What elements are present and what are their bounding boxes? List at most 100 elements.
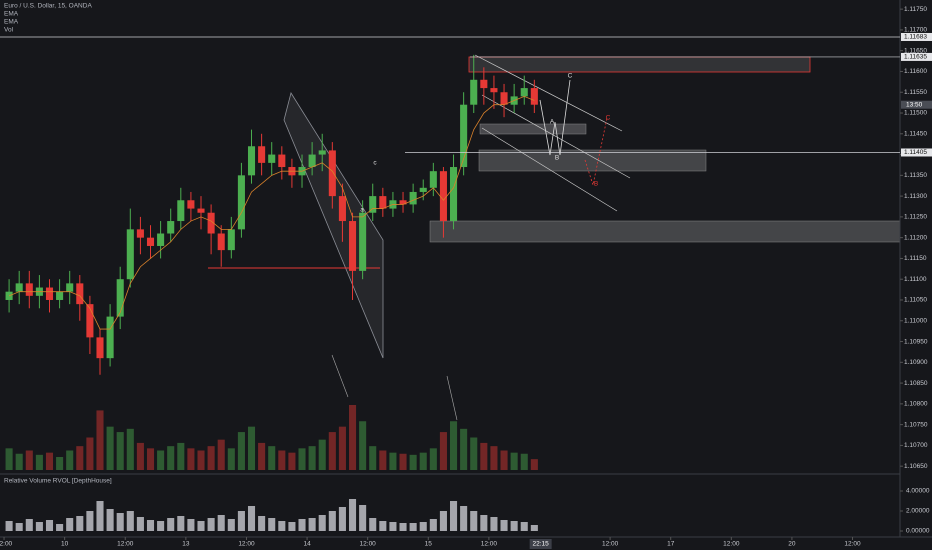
wave-label: B xyxy=(555,155,559,162)
volume-bar xyxy=(450,421,458,470)
x-tick-label: 12:00 xyxy=(602,541,619,548)
rvol-bar xyxy=(86,511,94,531)
volume-bar xyxy=(409,454,417,470)
candle-body xyxy=(460,104,468,168)
candle-body xyxy=(247,146,256,176)
x-tick-label: 12:00 xyxy=(0,541,13,548)
rvol-bar xyxy=(389,522,397,531)
rvol-bar xyxy=(76,516,84,531)
zone-box xyxy=(479,123,587,135)
rvol-tick-label: 4.00000 xyxy=(906,488,930,495)
rvol-bar xyxy=(136,517,144,531)
legend-item: EMA xyxy=(4,19,19,26)
candle-body xyxy=(530,88,538,105)
countdown-bg xyxy=(901,100,932,109)
rvol-bar xyxy=(25,519,33,531)
rvol-tick-label: 0.00000 xyxy=(906,528,930,535)
volume-bar xyxy=(399,453,407,470)
volume-bar xyxy=(258,442,266,470)
rvol-bar xyxy=(298,519,306,531)
y-tick-label: 1.11550 xyxy=(904,89,927,96)
volume-bar xyxy=(490,446,498,470)
rvol-tick-label: 2.00000 xyxy=(906,508,930,515)
candle-body xyxy=(66,283,74,292)
rvol-bar xyxy=(15,523,23,531)
wave-path xyxy=(539,79,571,156)
candle-body xyxy=(409,191,417,205)
y-tick-label: 1.11100 xyxy=(904,276,927,283)
rvol-bar xyxy=(419,522,427,531)
volume-bar xyxy=(328,432,336,470)
volume-bar xyxy=(96,410,104,470)
volume-bar xyxy=(247,426,256,470)
rvol-bar xyxy=(56,524,64,531)
candle-body xyxy=(106,316,114,359)
x-tick-label: 10 xyxy=(61,541,69,548)
x-tick-label: 12:00 xyxy=(844,541,861,548)
candle-body xyxy=(338,196,346,222)
price-label-bg xyxy=(901,52,932,61)
volume-bar xyxy=(207,446,215,470)
volume-bar xyxy=(56,457,64,470)
candle-body xyxy=(348,221,357,271)
volume-bar xyxy=(460,428,468,470)
y-tick-label: 1.11300 xyxy=(904,193,927,200)
ema-line xyxy=(8,95,535,330)
rvol-bar xyxy=(288,522,296,531)
candle-body xyxy=(268,154,276,163)
price-label: 1.11405 xyxy=(904,149,927,156)
x-tick-label: 17 xyxy=(667,541,675,548)
rvol-bar xyxy=(45,520,54,531)
volume-bar xyxy=(187,448,195,470)
rvol-bar xyxy=(359,505,367,531)
rvol-bar xyxy=(530,525,538,531)
current-time-bg xyxy=(529,539,552,549)
zone-box xyxy=(478,149,707,172)
x-tick-label: 12:00 xyxy=(117,541,134,548)
candle-body xyxy=(146,237,155,246)
y-tick-label: 1.11600 xyxy=(904,68,927,75)
volume-bar xyxy=(520,453,528,470)
volume-bar xyxy=(157,450,165,470)
candle-body xyxy=(116,279,124,317)
rvol-bar xyxy=(126,511,134,531)
y-tick-label: 1.11750 xyxy=(904,6,927,13)
wave-label: C xyxy=(606,115,611,122)
countdown: 13:50 xyxy=(906,101,923,108)
volume-bar xyxy=(5,448,13,470)
rvol-bar xyxy=(187,519,195,531)
volume-bar xyxy=(338,426,346,470)
y-tick-label: 1.11000 xyxy=(904,317,927,324)
candle-body xyxy=(399,200,407,205)
rvol-bar xyxy=(429,519,437,531)
rvol-bar xyxy=(379,521,387,531)
volume-bar xyxy=(76,446,84,470)
volume-bar xyxy=(389,452,397,470)
volume-bar xyxy=(480,442,488,470)
y-tick-label: 1.11200 xyxy=(904,234,927,241)
rvol-bar xyxy=(450,501,458,531)
y-tick-label: 1.11650 xyxy=(904,47,927,54)
candle-body xyxy=(318,150,326,155)
wave-label: a xyxy=(360,207,364,214)
volume-bar xyxy=(197,450,205,470)
rvol-bar xyxy=(146,520,155,531)
rvol-bar xyxy=(237,511,245,531)
volume-bar xyxy=(278,450,286,470)
candle-body xyxy=(470,79,478,105)
y-tick-label: 1.11050 xyxy=(904,297,927,304)
rvol-bar xyxy=(369,518,377,531)
y-tick-label: 1.11250 xyxy=(904,214,927,221)
candle-body xyxy=(429,171,437,188)
trend-line xyxy=(446,375,458,421)
rvol-bar xyxy=(510,521,518,531)
candle-body xyxy=(197,208,205,213)
x-tick-label: 20 xyxy=(788,541,796,548)
rvol-bar xyxy=(460,506,468,531)
candle-body xyxy=(227,229,235,251)
rvol-bar xyxy=(177,516,185,531)
candle-body xyxy=(308,154,316,168)
candle-body xyxy=(45,287,54,300)
rvol-bar xyxy=(5,521,13,531)
x-tick-label: 14 xyxy=(303,541,311,548)
